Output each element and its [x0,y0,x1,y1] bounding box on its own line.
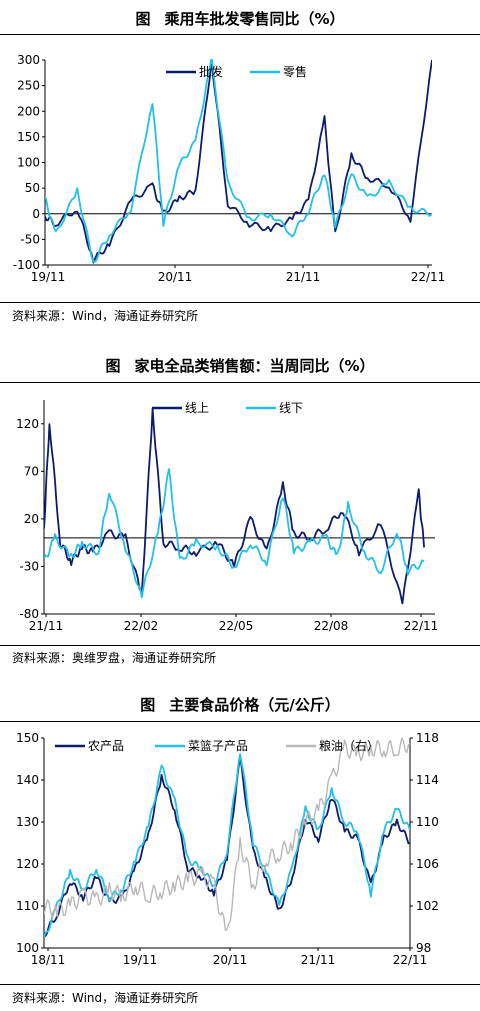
chart1-ytick-label: 0 [32,207,40,221]
chart3-xtick-label: 19/11 [123,953,158,967]
chart1-xtick-label: 22/11 [411,270,446,284]
chart3-source-rule [0,984,480,985]
chart3-series-3 [44,737,410,932]
chart3-legend-label: 菜篮子产品 [188,738,248,753]
chart2-ytick-label: 20 [24,512,39,526]
chart2-top-rule [0,382,480,383]
chart1-xtick-label: 21/11 [286,270,321,284]
chart2-ytick-label: 120 [16,417,39,431]
chart3-xtick-label: 22/11 [393,953,428,967]
chart2-legend-label: 线下 [279,401,303,415]
chart3-source: 资料来源：Wind，海通证券研究所 [12,991,199,1005]
chart1-legend-label: 批发 [199,64,223,79]
chart1-source-rule [0,302,480,303]
chart3-xtick-label: 21/11 [301,953,336,967]
chart2-source-rule [0,645,480,646]
chart3-xtick-label: 20/11 [213,953,248,967]
chart3-title: 图主要食品价格（元/公斤） [140,696,340,714]
chart3-ytick-label: 130 [16,815,39,829]
chart3-y2tick-label: 118 [416,731,439,745]
chart2-xtick-label: 22/11 [404,619,439,633]
chart1-series-2 [45,59,432,263]
chart3-xtick-label: 18/11 [31,953,66,967]
chart3-top-rule [0,721,480,722]
chart2-xtick-label: 22/02 [124,619,159,633]
chart1-ytick-label: 200 [17,104,40,118]
chart1-plot: -100 -50 0 50 100 150 200 250 300 19/11 20/11 21/11… [13,53,446,284]
chart3-series-1 [44,756,410,937]
chart2-xtick-label: 21/11 [29,619,64,633]
chart3-series-2 [44,753,410,938]
chart3-ytick-label: 120 [16,857,39,871]
chart3-y2tick-label: 102 [416,899,439,913]
chart2-xtick-label: 22/08 [314,619,349,633]
chart3-ytick-label: 150 [16,731,39,745]
chart3-legend-label: 粮油（右） [319,738,379,753]
chart3-ytick-label: 140 [16,773,39,787]
chart1-ytick-label: -100 [13,258,40,272]
chart2-legend-label: 线上 [185,401,209,415]
chart1-legend-label: 零售 [283,64,307,79]
chart2-ytick-label: -30 [19,559,39,573]
chart1-ytick-label: 250 [17,79,40,93]
chart2-source: 资料来源：奥维罗盘，海通证券研究所 [12,651,217,665]
chart1-series-1 [45,59,432,264]
chart2-xtick-label: 22/05 [219,619,254,633]
chart3-legend-label: 农产品 [88,739,124,753]
chart1-ytick-label: 50 [25,181,40,195]
chart1-xtick-label: 19/11 [31,270,66,284]
chart3-y2tick-label: 110 [416,815,439,829]
chart2-series-2 [44,468,425,599]
chart3-y2tick-label: 98 [416,941,431,955]
chart3-ytick-label: 100 [16,941,39,955]
chart3-ytick-label: 110 [16,899,39,913]
chart1-ytick-label: 150 [17,130,40,144]
chart2-plot: -80 -30 20 70 120 21/11 22/02 22/05 22/08 22/11 线上… [16,400,439,633]
chart1-xtick-label: 20/11 [158,270,193,284]
chart1-source: 资料来源：Wind，海通证券研究所 [12,309,199,323]
chart3-y2tick-label: 114 [416,773,439,787]
chart1-title: 图乘用车批发零售同比（%） [135,10,345,28]
chart1-top-rule [0,34,480,35]
chart2-title: 图家电全品类销售额：当周同比（%） [105,357,375,375]
chart1-ytick-label: 100 [17,156,40,170]
chart3-y2tick-label: 106 [416,857,439,871]
chart2-ytick-label: -80 [19,607,39,621]
chart1-ytick-label: -50 [20,232,40,246]
chart2-ytick-label: 70 [24,464,39,478]
chart1-ytick-label: 300 [17,53,40,67]
